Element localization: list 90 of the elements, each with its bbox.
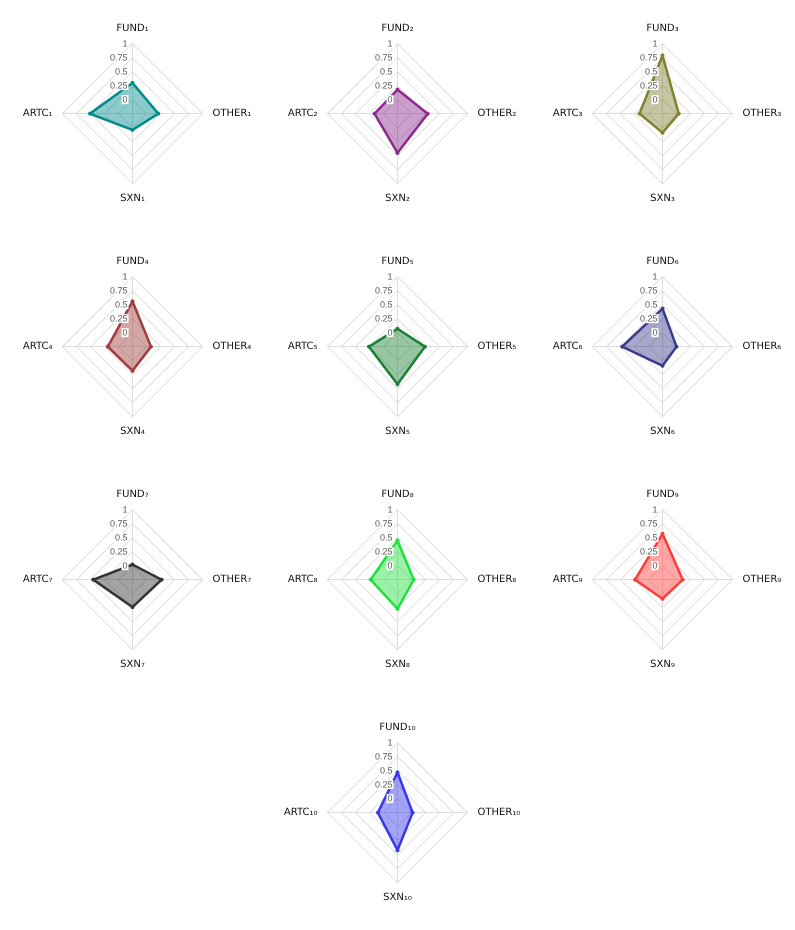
spoke-label: ARTC₅ [288,341,318,352]
spoke-label: ARTC₁₀ [284,807,318,818]
spoke-label: SXN₉ [650,659,675,670]
y-tick-label: 0.75 [640,518,658,529]
y-tick-label: 1 [652,38,658,49]
y-tick-label: 0.5 [114,300,128,310]
y-tick-label: 0.25 [374,80,392,91]
y-tick-label: 0.75 [640,52,658,63]
y-tick-label: 0.5 [644,66,658,77]
y-tick-label: 1 [652,272,658,282]
y-tick-label: 0 [387,560,392,571]
y-tick-label: 0.5 [380,532,392,543]
spoke-label: FUND₂ [381,23,414,34]
y-tick-label: 0 [122,328,128,338]
spoke-label: SXN₇ [120,659,145,670]
y-tick-label: 1 [652,504,658,515]
spoke-label: ARTC₂ [288,108,318,120]
spoke-label: OTHER₂ [478,108,516,120]
spoke-label: SXN₆ [650,426,675,438]
y-tick-label: 0 [387,328,392,338]
y-tick-label: 0.25 [640,546,658,557]
spoke-label: ARTC₉ [552,574,582,586]
spoke-label: OTHER₉ [742,574,782,586]
y-tick-label: 0 [122,94,128,105]
y-tick-label: 0.5 [380,300,392,310]
y-tick-label: 0.25 [110,546,128,557]
spoke-label: OTHER₁₀ [478,807,520,818]
spoke-label: FUND₄ [116,256,149,268]
y-tick-label: 0.75 [110,52,128,63]
y-tick-label: 0.5 [644,532,658,543]
y-tick-label: 0.75 [374,518,392,529]
y-tick-label: 0.5 [114,532,128,543]
y-tick-label: 0.5 [380,766,392,776]
y-tick-label: 1 [387,738,392,748]
y-tick-label: 0.25 [640,80,658,91]
spoke-label: OTHER₆ [742,341,782,352]
y-tick-label: 1 [387,504,392,515]
spoke-label: OTHER₃ [742,108,782,120]
spoke-label: SXN₂ [385,193,410,204]
y-tick-label: 0.5 [380,66,392,77]
spoke-label: FUND₃ [646,23,679,34]
spoke-label: SXN₁₀ [383,892,412,904]
spoke-label: FUND₁₀ [379,722,416,734]
y-tick-label: 0.75 [374,52,392,63]
spoke-label: OTHER₅ [478,341,516,352]
y-tick-label: 0.75 [110,518,128,529]
spoke-label: ARTC₇ [22,574,52,586]
y-tick-label: 0.75 [374,752,392,762]
spoke-label: ARTC₁ [22,108,52,120]
spoke-label: SXN₁ [120,193,145,204]
y-tick-label: 0.25 [110,80,128,91]
spoke-label: FUND₉ [646,489,679,500]
y-tick-label: 0.75 [374,286,392,296]
spoke-label: SXN₃ [650,193,675,204]
y-tick-label: 0 [387,794,392,804]
spoke-label: OTHER₁ [212,108,252,120]
spoke-label: ARTC₄ [22,341,52,352]
spoke-label: SXN₅ [385,426,410,438]
spoke-label: FUND₅ [381,256,414,268]
y-tick-label: 1 [387,38,392,49]
spoke-label: FUND₁ [116,23,149,34]
y-tick-label: 0 [122,560,128,571]
spoke-label: OTHER₄ [212,341,252,352]
y-tick-label: 0.75 [110,286,128,296]
spoke-label: ARTC₃ [552,108,582,120]
spoke-label: OTHER₈ [478,574,516,586]
spoke-label: ARTC₈ [288,574,318,586]
y-tick-label: 0.25 [374,546,392,557]
y-tick-label: 0.75 [640,286,658,296]
y-tick-label: 1 [387,272,392,282]
spoke-label: SXN₄ [120,426,145,438]
spoke-label: SXN₈ [385,659,410,670]
y-tick-label: 0 [652,94,658,105]
y-tick-label: 0.25 [374,314,392,324]
y-tick-label: 1 [122,38,128,49]
y-tick-label: 0.5 [114,66,128,77]
y-tick-label: 1 [122,504,128,515]
y-tick-label: 0 [387,94,392,105]
y-tick-label: 0 [652,328,658,338]
spoke-label: FUND₇ [116,489,149,500]
spoke-label: OTHER₇ [212,574,252,586]
y-tick-label: 0.5 [644,300,658,310]
spoke-label: FUND₆ [646,256,679,268]
y-tick-label: 0.25 [640,314,658,324]
y-tick-label: 0.25 [374,780,392,790]
y-tick-label: 0.25 [110,314,128,324]
y-tick-label: 1 [122,272,128,282]
spoke-label: FUND₈ [381,489,414,500]
spoke-label: ARTC₆ [552,341,582,352]
y-tick-label: 0 [652,560,658,571]
